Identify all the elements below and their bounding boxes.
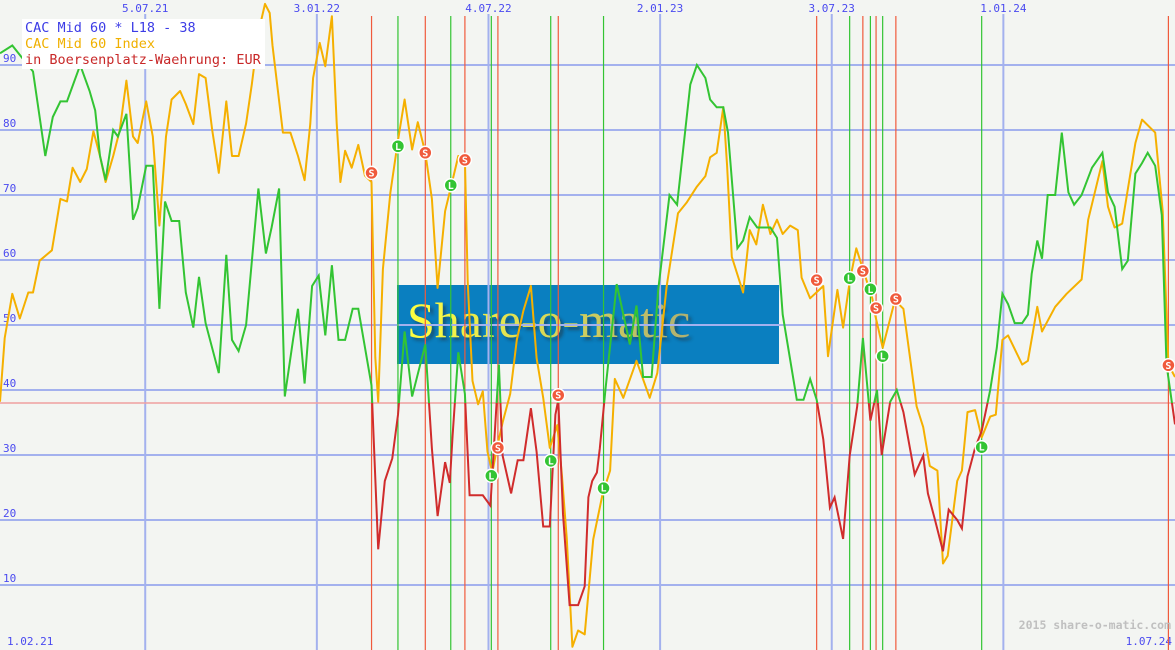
signal-label: L [867,285,873,296]
signal-dot [418,145,433,160]
watermark: 2015 share-o-matic.com [1018,618,1171,632]
signal-label: L [395,142,401,153]
legend: CAC Mid 60 * L18 - 38 CAC Mid 60 Index i… [22,19,265,69]
legend-entry-index: CAC Mid 60 Index [25,36,156,52]
y-tick-label: 90 [3,52,16,65]
signal-label: L [548,456,554,467]
signal-dot [390,139,406,154]
sell-signal-marker: S [855,263,871,279]
signal-label: S [893,295,899,306]
signal-label: S [873,304,879,315]
buy-signal-marker: L [875,348,890,364]
logo-text: Share-o-matic [407,292,690,348]
signal-dot [842,270,857,286]
buy-signal-marker: L [484,468,499,484]
signal-dot [596,480,611,496]
signal-label: L [601,484,607,495]
signal-label: L [880,352,886,363]
sell-signal-marker: S [490,440,506,456]
signal-dot [855,263,871,279]
buy-signal-marker: L [974,439,989,455]
sell-signal-marker: S [888,291,904,307]
legend-entry-currency: in Boersenplatz-Waehrung: EUR [25,52,261,68]
signal-dot [868,300,884,316]
x-tick-label: 3.01.22 [294,2,340,15]
signal-dot [543,453,558,469]
y-tick-label: 30 [3,442,16,455]
signal-dot [974,439,989,455]
sell-signal-marker: S [1161,358,1175,373]
signal-label: S [369,168,375,179]
buy-signal-marker: L [390,139,406,154]
y-tick-label: 60 [3,247,16,260]
sell-signal-marker: S [868,300,884,316]
sell-signal-marker: S [418,145,433,160]
legend-entry-indicator: CAC Mid 60 * L18 - 38 [25,20,196,36]
y-tick-label: 40 [3,377,16,390]
y-tick-label: 80 [3,117,16,130]
signal-dot [809,272,824,288]
sell-signal-marker: S [457,152,473,168]
signal-dot [551,387,566,403]
signal-dot [443,178,459,193]
signal-label: S [495,443,501,454]
buy-signal-marker: L [443,178,459,193]
signal-label: L [847,274,853,285]
y-tick-label: 70 [3,182,16,195]
buy-signal-marker: L [543,453,558,469]
x-tick-label: 1.01.24 [980,2,1027,15]
x-tick-label: 5.07.21 [122,2,168,15]
signal-label: S [462,155,468,166]
x-label-end: 1.07.24 [1126,635,1173,648]
indicator-series-line-below [371,403,1175,607]
signal-label: S [1165,361,1171,372]
x-tick-label: 3.07.23 [809,2,855,15]
buy-signal-marker: L [842,270,857,286]
signal-label: L [448,181,454,192]
signal-dot [863,282,878,297]
indicator-series-line-above [0,44,1173,403]
signal-label: S [422,148,428,159]
buy-signal-marker: L [596,480,611,496]
y-tick-label: 50 [3,312,16,325]
signal-dot [484,468,499,484]
sell-signal-marker: S [809,272,824,288]
signal-dot [888,291,904,307]
x-tick-label: 4.07.22 [465,2,511,15]
x-tick-label: 2.01.23 [637,2,683,15]
sell-signal-marker: S [364,165,379,181]
signal-label: S [814,276,820,287]
sell-signal-marker: S [551,387,566,403]
signal-dot [490,440,506,456]
signal-dot [457,152,473,168]
signal-dot [364,165,379,181]
signal-label: L [979,443,985,454]
signal-label: L [488,471,494,482]
y-tick-label: 10 [3,572,16,585]
y-tick-label: 20 [3,507,16,520]
signal-label: S [555,391,561,402]
signal-label: S [860,267,866,278]
signal-dot [875,348,890,364]
x-label-start: 1.02.21 [7,635,53,648]
buy-signal-marker: L [863,282,878,297]
